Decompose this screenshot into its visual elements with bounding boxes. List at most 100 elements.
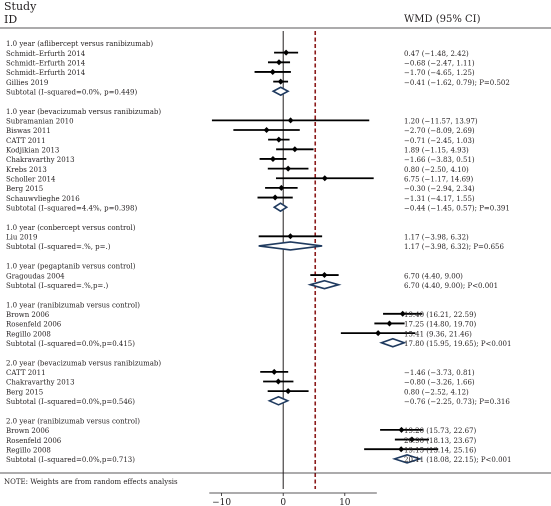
effect-ci-label: 19.15 (13.14, 25.16) <box>404 446 477 454</box>
subtotal-diamond <box>307 279 342 290</box>
study-label: Schauwvlieghe 2016 <box>6 195 80 203</box>
study-point-estimate <box>287 117 294 124</box>
effect-ci-label: 0.80 (−2.50, 4.10) <box>404 166 469 174</box>
study-label: Regillo 2008 <box>6 446 51 454</box>
subtotal-label: Subtotal (I–squared=0.0%, p=0.449) <box>6 88 137 96</box>
subtotal-label: Subtotal (I–squared=0.0%,p=0.415) <box>6 340 135 348</box>
effect-ci-label: −2.70 (−8.09, 2.69) <box>404 127 475 135</box>
effect-ci-label: 0.47 (−1.48, 2.42) <box>404 50 469 58</box>
study-point-estimate <box>271 368 278 375</box>
effect-ci-label: 17.25 (14.80, 19.70) <box>404 321 477 329</box>
footnote: NOTE: Weights are from random effects an… <box>4 478 178 486</box>
study-point-estimate <box>275 378 282 385</box>
group-label: 1.0 year (pegaptanib versus control) <box>6 263 136 271</box>
study-point-estimate <box>321 272 328 279</box>
study-label: CATT 2011 <box>6 137 46 145</box>
study-point-estimate <box>283 49 290 56</box>
study-label: Schmidt–Erfurth 2014 <box>6 69 86 77</box>
study-label: Krebs 2013 <box>6 166 47 174</box>
effect-ci-label: 19.40 (16.21, 22.59) <box>404 311 477 319</box>
study-point-estimate <box>398 426 405 433</box>
effect-ci-label: −0.41 (−1.62, 0.79); P=0.502 <box>404 79 510 87</box>
study-point-estimate <box>408 436 415 443</box>
forest-rows: 1.0 year (aflibercept versus ranibizumab… <box>6 40 511 464</box>
study-label: Chakravarthy 2013 <box>6 379 75 387</box>
subtotal-diamond <box>379 337 407 348</box>
study-point-estimate <box>375 330 382 337</box>
study-point-estimate <box>287 233 294 240</box>
study-point-estimate <box>291 146 298 153</box>
subtotal-diamond <box>391 454 423 464</box>
effect-ci-label: −0.71 (−2.45, 1.03) <box>404 137 475 145</box>
x-axis: −10 0 10 <box>209 492 377 506</box>
effect-ci-label: 19.20 (15.73, 22.67) <box>404 427 477 435</box>
effect-ci-label: 1.17 (−3.98, 6.32) <box>404 234 469 242</box>
study-point-estimate <box>276 59 283 66</box>
study-label: Rosenfeld 2006 <box>6 437 62 445</box>
group-label: 1.0 year (conbercept versus control) <box>6 224 136 232</box>
effect-ci-label: −1.46 (−3.73, 0.81) <box>404 369 475 377</box>
effect-ci-label: 1.17 (−3.98, 6.32); P=0.656 <box>404 243 505 251</box>
effect-ci-label: −1.70 (−4.65, 1.25) <box>404 69 475 77</box>
study-point-estimate <box>275 136 282 143</box>
effect-ci-label: −0.76 (−2.25, 0.73); P=0.316 <box>404 398 510 406</box>
study-point-estimate <box>386 320 393 327</box>
study-label: Regillo 2008 <box>6 330 51 338</box>
effect-ci-label: −0.80 (−3.26, 1.66) <box>404 379 475 387</box>
study-label: Brown 2006 <box>6 427 50 435</box>
x-tick-label: −10 <box>212 498 231 506</box>
effect-ci-label: −0.68 (−2.47, 1.11) <box>404 60 475 68</box>
study-label: Brown 2006 <box>6 311 50 319</box>
header-study: Study <box>4 0 37 13</box>
x-tick-label: 0 <box>280 498 286 506</box>
study-label: Chakravarthy 2013 <box>6 156 75 164</box>
effect-ci-label: 1.20 (−11.57, 13.97) <box>404 118 478 126</box>
subtotal-diamond <box>271 86 290 97</box>
study-label: Rosenfeld 2006 <box>6 321 62 329</box>
study-label: Schmidt–Erfurth 2014 <box>6 50 86 58</box>
effect-ci-label: −0.30 (−2.94, 2.34) <box>404 185 475 193</box>
subtotal-label: Subtotal (I–squared=.%,p=.) <box>6 282 109 290</box>
effect-ci-label: 0.80 (−2.52, 4.12) <box>404 388 469 396</box>
effect-ci-label: 20.11 (18.08, 22.15); P<0.001 <box>404 456 511 464</box>
study-label: Kodjikian 2013 <box>6 147 59 155</box>
header-effect: WMD (95% CI) <box>404 14 481 25</box>
effect-ci-label: 17.80 (15.95, 19.65); P<0.001 <box>404 340 511 348</box>
study-point-estimate <box>321 175 328 182</box>
study-label: Gillies 2019 <box>6 79 48 87</box>
effect-ci-label: 15.41 (9.36, 21.46) <box>404 330 472 338</box>
study-label: Liu 2019 <box>6 234 37 242</box>
effect-ci-label: −1.66 (−3.83, 0.51) <box>404 156 475 164</box>
effect-ci-label: 20.90 (18.13, 23.67) <box>404 437 477 445</box>
group-label: 2.0 year (bevacizumab versus ranibizumab… <box>6 359 161 367</box>
subtotal-label: Subtotal (I–squared=0.0%,p=0.546) <box>6 398 135 406</box>
study-point-estimate <box>285 388 292 395</box>
study-point-estimate <box>263 127 270 133</box>
subtotal-label: Subtotal (I–squared=.%, p=.) <box>6 243 111 251</box>
study-label: Berg 2015 <box>6 388 43 396</box>
effect-ci-label: 6.75 (−1.17, 14.69) <box>404 175 473 183</box>
effect-ci-label: −0.44 (−1.45, 0.57); P=0.391 <box>404 204 510 212</box>
effect-ci-label: 1.89 (−1.15, 4.93) <box>404 147 469 155</box>
subtotal-label: Subtotal (I–squared=0.0%,p=0.713) <box>6 456 135 464</box>
study-point-estimate <box>269 155 276 162</box>
effect-ci-label: 6.70 (4.40, 9.00) <box>404 272 463 280</box>
study-point-estimate <box>398 446 405 453</box>
study-point-estimate <box>399 310 406 317</box>
group-label: 1.0 year (ranibizumab versus control) <box>6 301 140 309</box>
study-point-estimate <box>278 184 285 191</box>
x-tick-label: 10 <box>339 498 351 506</box>
study-label: CATT 2011 <box>6 369 46 377</box>
subtotal-label: Subtotal (I–squared=4.4%, p=0.398) <box>6 204 137 212</box>
study-label: Scholler 2014 <box>6 175 56 183</box>
group-label: 1.0 year (bevacizumab versus ranibizumab… <box>6 108 161 116</box>
subtotal-diamond <box>272 202 289 213</box>
group-label: 1.0 year (aflibercept versus ranibizumab… <box>6 40 153 48</box>
study-label: Berg 2015 <box>6 185 43 193</box>
subtotal-diamond <box>258 241 323 251</box>
study-point-estimate <box>269 68 276 75</box>
group-label: 2.0 year (ranibizumab versus control) <box>6 417 140 425</box>
subtotal-diamond <box>267 395 290 406</box>
effect-ci-label: 6.70 (4.40, 9.00); P<0.001 <box>404 282 498 290</box>
